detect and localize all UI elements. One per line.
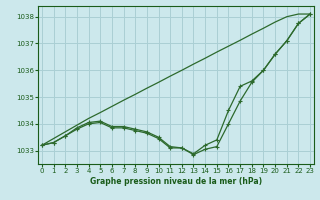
X-axis label: Graphe pression niveau de la mer (hPa): Graphe pression niveau de la mer (hPa) [90,177,262,186]
